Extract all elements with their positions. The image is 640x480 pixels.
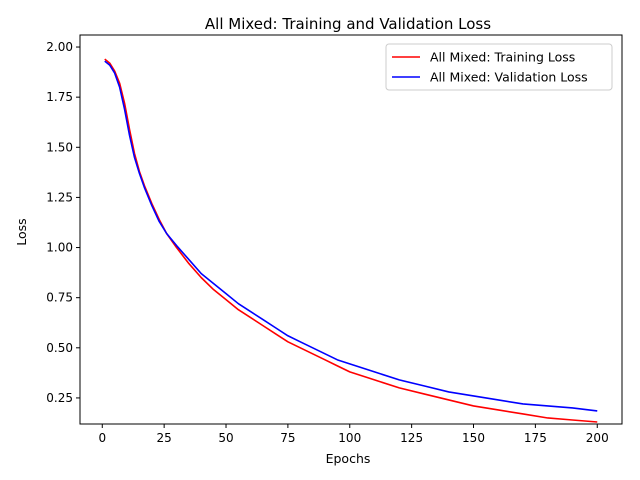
- y-tick-label: 1.50: [46, 140, 73, 154]
- legend-box: [385, 43, 613, 91]
- plot-frame: [79, 34, 623, 425]
- plot-area: 0 25 50 75 100 125 150 175 200 0.25 0.50 0.75 1.00 1.…: [46, 34, 623, 445]
- legend-entry-label: All Mixed: Training Loss: [430, 50, 575, 65]
- series-line-training: [104, 58, 598, 423]
- y-tick-label: 0.75: [46, 291, 73, 305]
- y-tick-label: 1.00: [46, 241, 73, 255]
- x-tick-label: 100: [338, 431, 361, 445]
- y-tick-label: 2.00: [46, 40, 73, 54]
- x-tick-label: 75: [280, 431, 295, 445]
- x-tick-label: 25: [157, 431, 172, 445]
- x-tick-label: 150: [462, 431, 485, 445]
- legend: All Mixed: Training Loss All Mixed: Valid…: [385, 43, 613, 91]
- x-tick-label: 175: [524, 431, 547, 445]
- y-tick-label: 0.50: [46, 341, 73, 355]
- y-tick-label: 0.25: [46, 391, 73, 405]
- y-tick-label: 1.25: [46, 190, 73, 204]
- series-line-validation: [104, 60, 598, 412]
- x-tick-label: 125: [400, 431, 423, 445]
- y-axis-label: Loss: [14, 218, 29, 245]
- x-tick-label: 200: [586, 431, 609, 445]
- legend-entry-label: All Mixed: Validation Loss: [430, 70, 588, 85]
- x-axis-label: Epochs: [326, 451, 371, 466]
- chart-title: All Mixed: Training and Validation Loss: [205, 15, 491, 33]
- x-tick-label: 50: [218, 431, 233, 445]
- x-tick-label: 0: [98, 431, 106, 445]
- y-tick-label: 1.75: [46, 90, 73, 104]
